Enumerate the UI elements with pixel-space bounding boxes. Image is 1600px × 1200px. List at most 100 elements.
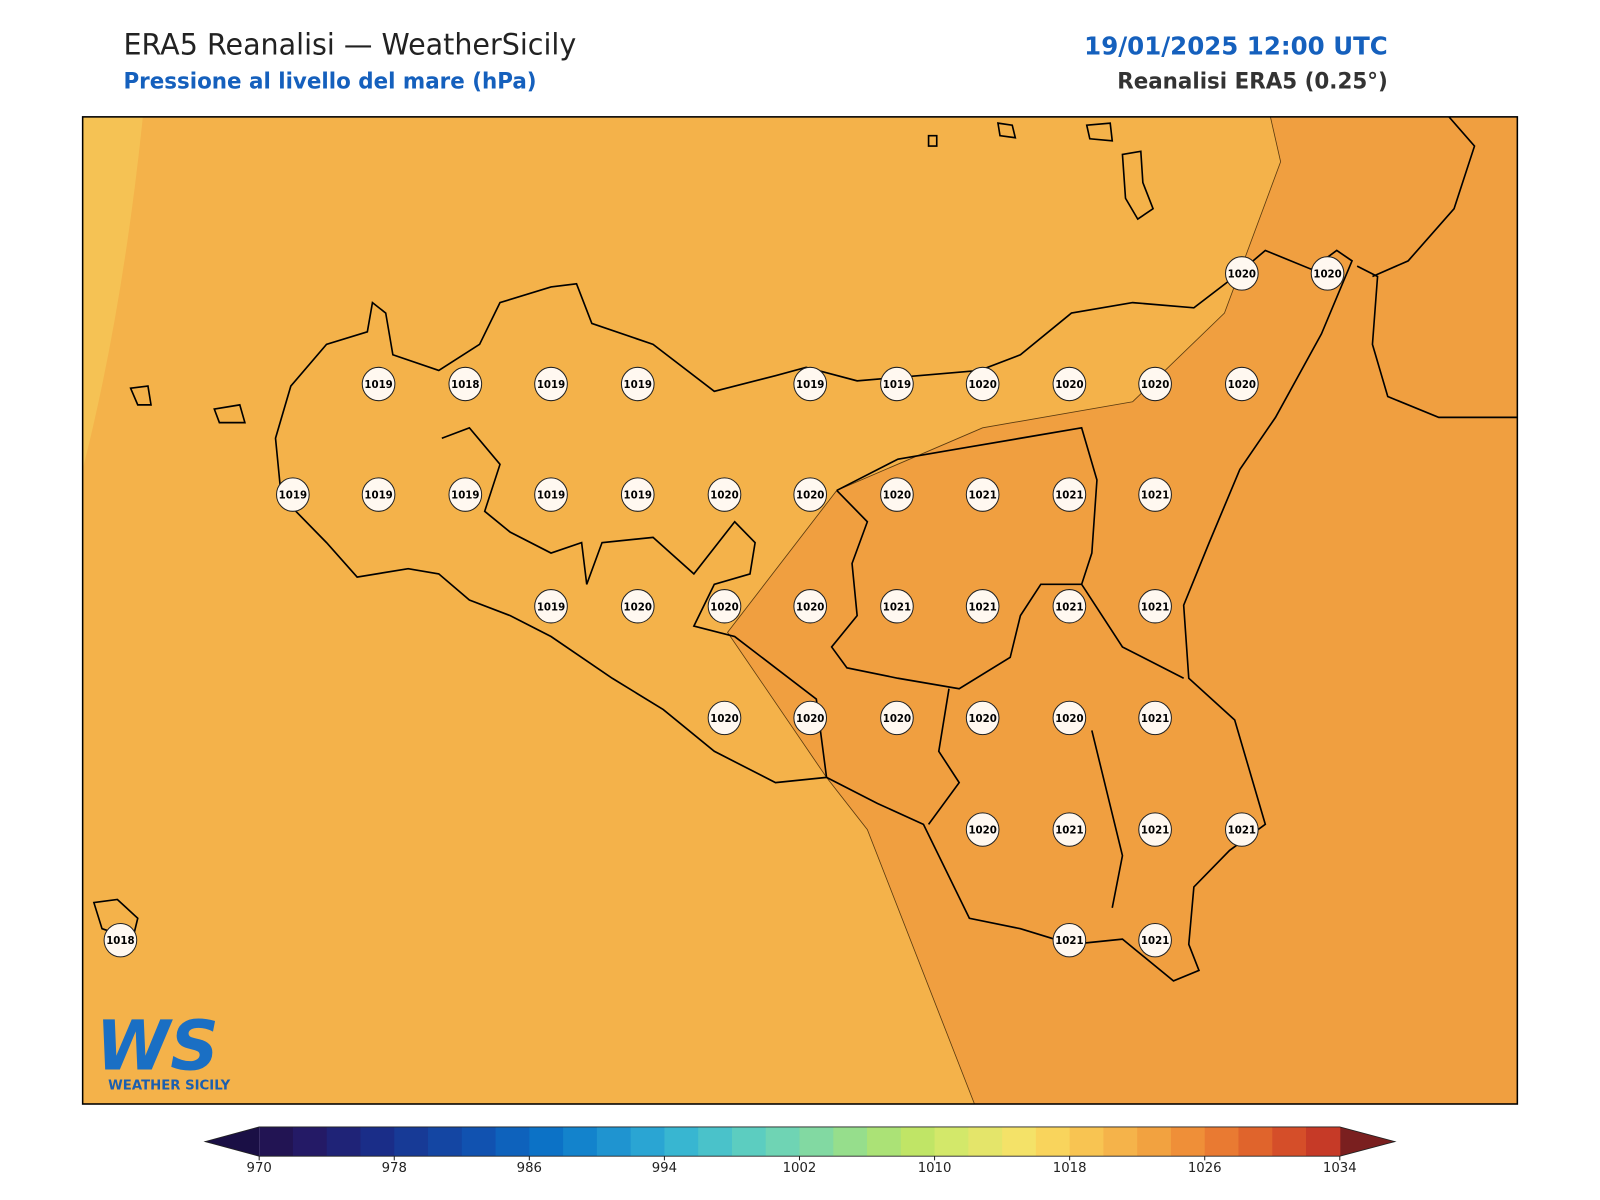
station-marker	[361, 477, 396, 512]
station-marker	[965, 589, 1000, 624]
colorbar: 970 978 986 994 1002 1010 1018 1026 1034	[203, 1126, 1397, 1176]
station-value: 1018	[106, 935, 134, 947]
colorbar-segment	[934, 1126, 969, 1157]
colorbar-segment	[833, 1126, 868, 1157]
logo-mark: WS	[96, 1007, 219, 1087]
colorbar-segment	[259, 1126, 294, 1157]
colorbar-extend-low	[205, 1126, 260, 1157]
station-marker	[534, 589, 568, 624]
colorbar-segment	[394, 1126, 429, 1157]
colorbar-segment	[1035, 1126, 1071, 1157]
colorbar-segment	[1238, 1126, 1273, 1157]
station-value: 1020	[1228, 268, 1256, 280]
station-value: 1020	[1313, 268, 1341, 280]
station-value: 1020	[624, 601, 652, 613]
station-value: 1020	[1141, 379, 1169, 391]
colorbar-segment	[900, 1126, 936, 1157]
station-value: 1020	[710, 601, 738, 613]
station-marker	[1138, 922, 1172, 958]
colorbar-segment	[326, 1126, 362, 1157]
colorbar-segment	[495, 1126, 530, 1157]
colorbar-segment	[664, 1126, 699, 1157]
stations: 1020 1020 1019 1018 1019 1019 1019 1019 1020 1020…	[103, 256, 1345, 958]
colorbar-tick-label: 986	[517, 1161, 542, 1176]
station-value: 1020	[968, 825, 996, 837]
station-value: 1021	[1055, 490, 1083, 502]
station-value: 1020	[796, 601, 824, 613]
station-marker	[1310, 256, 1345, 291]
station-marker	[448, 477, 483, 512]
station-marker	[880, 477, 914, 512]
colorbar-segment	[1103, 1126, 1138, 1157]
station-marker	[534, 477, 568, 512]
colorbar-segment	[968, 1126, 1003, 1157]
logo: WS WEATHER SICILY	[96, 1007, 231, 1094]
title: ERA5 Reanalisi — WeatherSicily	[123, 27, 576, 61]
map-frame	[81, 116, 1519, 1105]
station-marker	[620, 366, 655, 402]
station-value: 1019	[279, 490, 307, 502]
station-value: 1020	[968, 379, 996, 391]
colorbar-segment	[428, 1126, 463, 1157]
colorbar-segment	[1272, 1126, 1307, 1157]
colorbar-tick-label: 970	[247, 1161, 272, 1176]
station-value: 1019	[796, 379, 824, 391]
station-marker	[880, 700, 914, 736]
station-value: 1020	[883, 490, 911, 502]
coastlines	[92, 116, 1518, 982]
colorbar-segment	[867, 1126, 902, 1157]
station-value: 1019	[883, 379, 911, 391]
station-value: 1021	[1141, 935, 1169, 947]
station-marker	[707, 700, 742, 736]
colorbar-tick-label: 1018	[1053, 1161, 1087, 1176]
colorbar-segment	[596, 1126, 632, 1157]
station-marker	[620, 589, 655, 624]
station-value: 1019	[364, 490, 392, 502]
colorbar-segment	[731, 1126, 767, 1157]
colorbar-tick-label: 1026	[1188, 1161, 1222, 1176]
station-value: 1019	[537, 379, 565, 391]
station-value: 1021	[1055, 935, 1083, 947]
logo-name: WEATHER SICILY	[108, 1078, 230, 1093]
colorbar-segment	[1137, 1126, 1172, 1157]
station-marker	[965, 812, 1000, 847]
station-value: 1021	[968, 601, 996, 613]
station-marker	[793, 366, 828, 402]
station-value: 1021	[968, 490, 996, 502]
colorbar-tick-label: 978	[382, 1161, 407, 1176]
station-marker	[793, 700, 828, 736]
station-marker	[103, 922, 138, 958]
station-marker	[707, 477, 742, 512]
station-value: 1019	[537, 490, 565, 502]
station-marker	[1052, 477, 1087, 512]
station-value: 1021	[1055, 601, 1083, 613]
station-marker	[880, 589, 914, 624]
station-value: 1021	[1228, 825, 1256, 837]
station-marker	[965, 477, 1000, 512]
station-value: 1021	[1141, 601, 1169, 613]
station-value: 1020	[710, 490, 738, 502]
station-value: 1020	[796, 713, 824, 725]
colorbar-segment	[1002, 1126, 1037, 1157]
station-value: 1019	[537, 601, 565, 613]
colorbar-tick-label: 1034	[1323, 1161, 1357, 1176]
colorbar-extend-high	[1339, 1126, 1395, 1157]
station-marker	[1225, 366, 1259, 402]
station-marker	[707, 589, 742, 624]
station-marker	[1052, 366, 1087, 402]
colorbar-segment	[529, 1126, 564, 1157]
map-area: 1020 1020 1019 1018 1019 1019 1019 1019 1020 1020…	[82, 116, 1518, 1104]
station-value: 1020	[796, 490, 824, 502]
station-marker	[361, 366, 396, 402]
station-marker	[965, 366, 1000, 402]
station-value: 1021	[1141, 825, 1169, 837]
datetime: 19/01/2025 12:00 UTC	[1084, 31, 1388, 60]
station-marker	[880, 366, 914, 402]
pressure-field-high	[727, 116, 1518, 1104]
colorbar-segment	[461, 1126, 497, 1157]
colorbar-tick-label: 1002	[783, 1161, 817, 1176]
station-value: 1021	[1055, 825, 1083, 837]
colorbar-segment	[1170, 1126, 1206, 1157]
